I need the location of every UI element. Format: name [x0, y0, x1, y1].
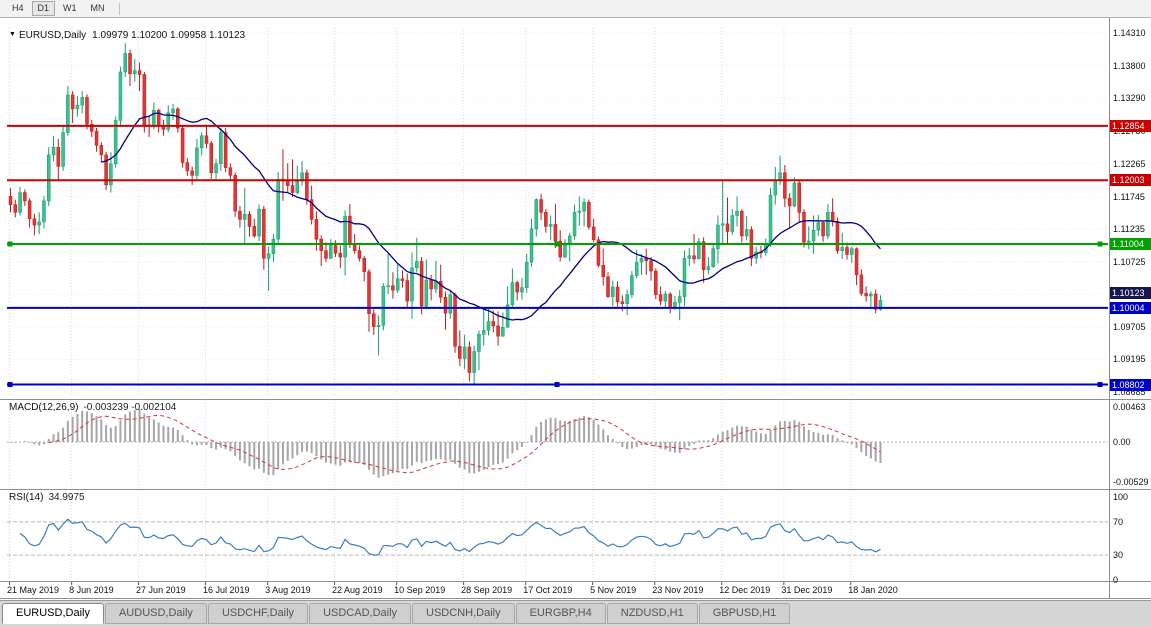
- price-axis-label: 1.09705: [1113, 321, 1146, 332]
- price-level-tag: 1.12003: [1110, 174, 1151, 187]
- date-label: 18 Jan 2020: [848, 585, 898, 595]
- support-line-bottom-handle[interactable]: [7, 382, 13, 388]
- chart-title: ▼ EURUSD,Daily 1.09979 1.10200 1.09958 1.1…: [9, 30, 245, 41]
- support-line-green-handle[interactable]: [7, 241, 13, 247]
- support-line-green-handle[interactable]: [1097, 241, 1103, 247]
- macd-values: -0.003239 -0.002104: [83, 402, 177, 413]
- rsi-axis-label: 100: [1113, 492, 1129, 502]
- date-label: 3 Aug 2019: [265, 585, 311, 595]
- support-line-bottom-handle[interactable]: [554, 382, 560, 388]
- macd-signal-line: [48, 414, 881, 474]
- chart-tab-audusd-daily[interactable]: AUDUSD,Daily: [104, 603, 207, 624]
- date-label: 16 Jul 2019: [202, 585, 250, 595]
- rsi-axis-label: 70: [1113, 516, 1124, 527]
- ohlc-quote: 1.09979 1.10200 1.09958 1.10123: [92, 30, 246, 41]
- macd-axis-label: 0.00: [1113, 437, 1131, 447]
- support-line-bottom-handle[interactable]: [1097, 382, 1103, 388]
- toolbar-separator: [118, 2, 120, 15]
- rsi-name: RSI(14): [9, 492, 44, 503]
- date-label: 31 Dec 2019: [781, 585, 833, 595]
- chart-dropdown-icon[interactable]: ▼: [9, 31, 16, 38]
- price-axis-label: 1.13800: [1113, 60, 1146, 71]
- price-level-tag: 1.12854: [1110, 119, 1151, 132]
- chart-tab-eurgbp-h4[interactable]: EURGBP,H4: [515, 603, 606, 624]
- price-axis-label: 1.09195: [1113, 354, 1146, 365]
- price-axis-label: 1.10725: [1113, 256, 1146, 267]
- date-label: 17 Oct 2019: [523, 585, 573, 595]
- date-label: 10 Sep 2019: [394, 585, 446, 595]
- rsi-axis-label: 30: [1113, 550, 1124, 561]
- date-label: 21 May 2019: [7, 585, 60, 595]
- macd-axis-label: -0.00529: [1113, 477, 1149, 487]
- date-label: 22 Aug 2019: [332, 585, 383, 595]
- chart-tab-usdchf-daily[interactable]: USDCHF,Daily: [207, 603, 309, 624]
- date-label: 28 Sep 2019: [461, 585, 513, 595]
- chart-tab-gbpusd-h1[interactable]: GBPUSD,H1: [698, 603, 791, 624]
- rsi-value: 34.9975: [48, 492, 85, 503]
- chart-tab-eurusd-daily[interactable]: EURUSD,Daily: [2, 603, 104, 624]
- price-level-tag: 1.11004: [1110, 237, 1151, 250]
- moving-average-line[interactable]: [101, 112, 881, 321]
- date-label: 23 Nov 2019: [652, 585, 704, 595]
- rsi-axis-label: 0: [1113, 575, 1119, 585]
- price-axis-label: 1.08685: [1113, 387, 1146, 397]
- bid-price-tag: 1.10123: [1110, 287, 1151, 300]
- price-axis-label: 1.12265: [1113, 158, 1146, 169]
- support-line-green-handle[interactable]: [554, 241, 560, 247]
- chart-tab-bar: EURUSD,Daily AUDUSD,Daily USDCHF,Daily USDC…: [0, 600, 1151, 627]
- price-level-tag: 1.08802: [1110, 378, 1151, 391]
- date-label: 8 Jun 2019: [69, 585, 114, 595]
- macd-name: MACD(12,26,9): [9, 402, 79, 413]
- chart-canvas[interactable]: [0, 0, 1151, 600]
- symbol-period-label: EURUSD,Daily: [18, 30, 87, 41]
- macd-indicator-label: MACD(12,26,9) -0.003239 -0.002104: [9, 402, 176, 413]
- price-level-tag: 1.10004: [1110, 301, 1151, 314]
- date-label: 27 Jun 2019: [136, 585, 186, 595]
- macd-axis-label: 0.00463: [1113, 402, 1146, 412]
- timeframe-mn-button[interactable]: MN: [85, 1, 111, 16]
- chart-tab-usdcad-daily[interactable]: USDCAD,Daily: [309, 603, 412, 624]
- chart-tab-nzdusd-h1[interactable]: NZDUSD,H1: [606, 603, 698, 624]
- rsi-line: [19, 518, 881, 556]
- timeframe-d1-button[interactable]: D1: [31, 1, 56, 16]
- date-label: 5 Nov 2019: [590, 585, 637, 595]
- price-axis-label: 1.14310: [1113, 28, 1146, 38]
- chart-tab-usdcnh-daily[interactable]: USDCNH,Daily: [412, 603, 515, 624]
- timeframe-h4-button[interactable]: H4: [6, 1, 30, 16]
- date-label: 12 Dec 2019: [719, 585, 771, 595]
- price-axis-label: 1.11235: [1113, 224, 1145, 235]
- grid: [7, 28, 1108, 585]
- candlesticks: [8, 43, 883, 386]
- timeframe-toolbar: H4 D1 W1 MN: [0, 0, 1151, 18]
- rsi-indicator-label: RSI(14) 34.9975: [9, 492, 85, 503]
- macd-histogram: [9, 409, 882, 478]
- chart-window-background: [0, 18, 1151, 600]
- price-axis-label: 1.13290: [1113, 93, 1146, 104]
- timeframe-w1-button[interactable]: W1: [57, 1, 83, 16]
- price-axis-label: 1.11745: [1113, 191, 1145, 202]
